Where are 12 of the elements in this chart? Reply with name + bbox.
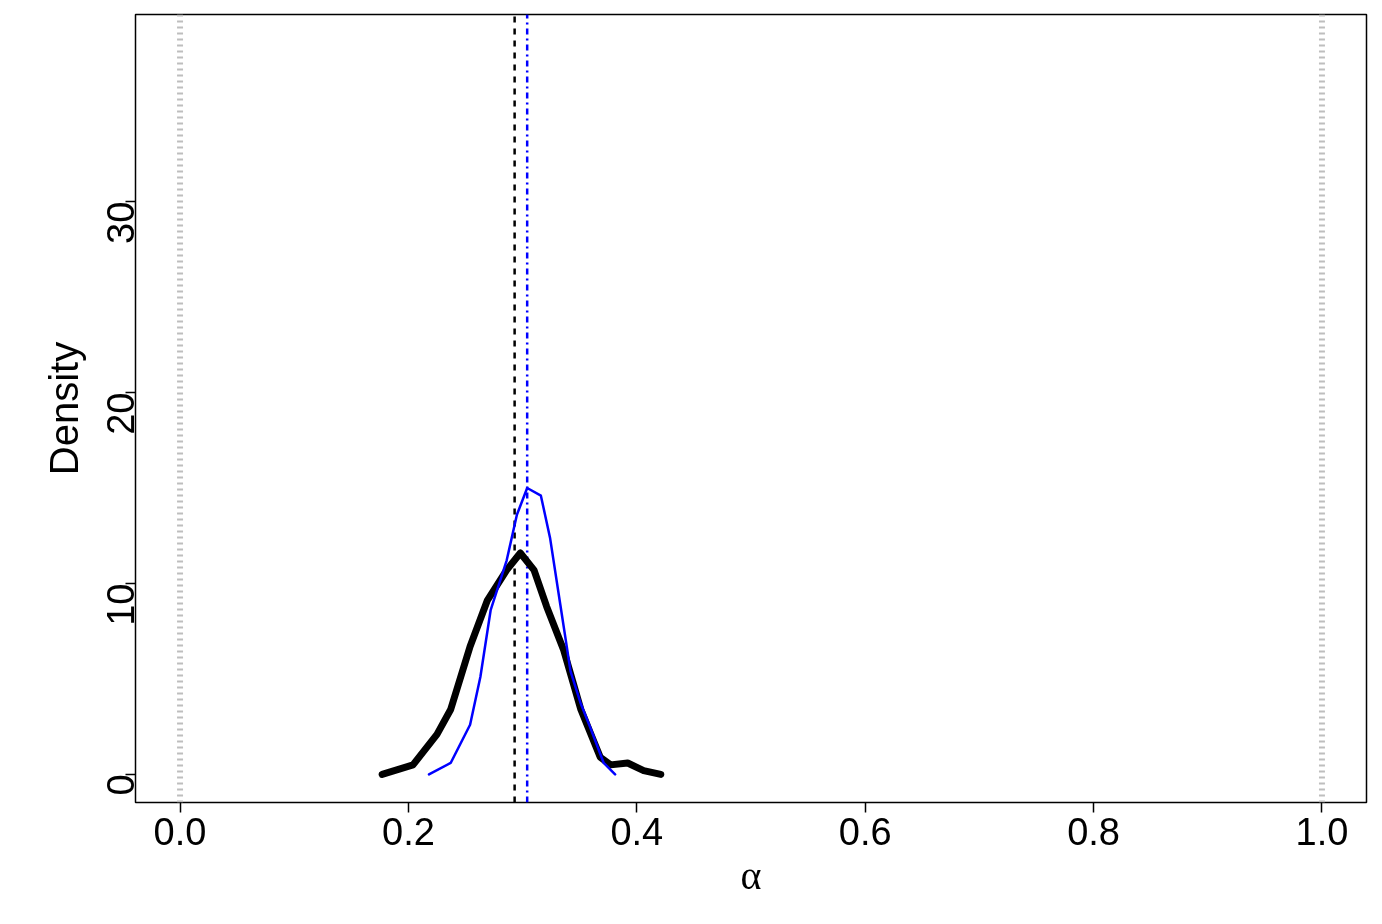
- x-tick-label: 0.4: [610, 810, 664, 853]
- y-tick-label: 0: [100, 774, 142, 796]
- y-axis-title: Density: [41, 341, 86, 476]
- x-tick-label: 0.2: [382, 810, 435, 853]
- x-tick-label: 1.0: [1295, 810, 1349, 853]
- x-tick-label: 0.8: [1067, 810, 1120, 853]
- x-tick-label: 0.6: [838, 810, 892, 853]
- x-axis-title: α: [740, 852, 762, 898]
- y-tick-label: 20: [100, 392, 142, 435]
- y-tick-label: 30: [100, 201, 142, 244]
- y-tick-label: 10: [100, 583, 142, 626]
- x-tick-label: 0.0: [153, 810, 207, 853]
